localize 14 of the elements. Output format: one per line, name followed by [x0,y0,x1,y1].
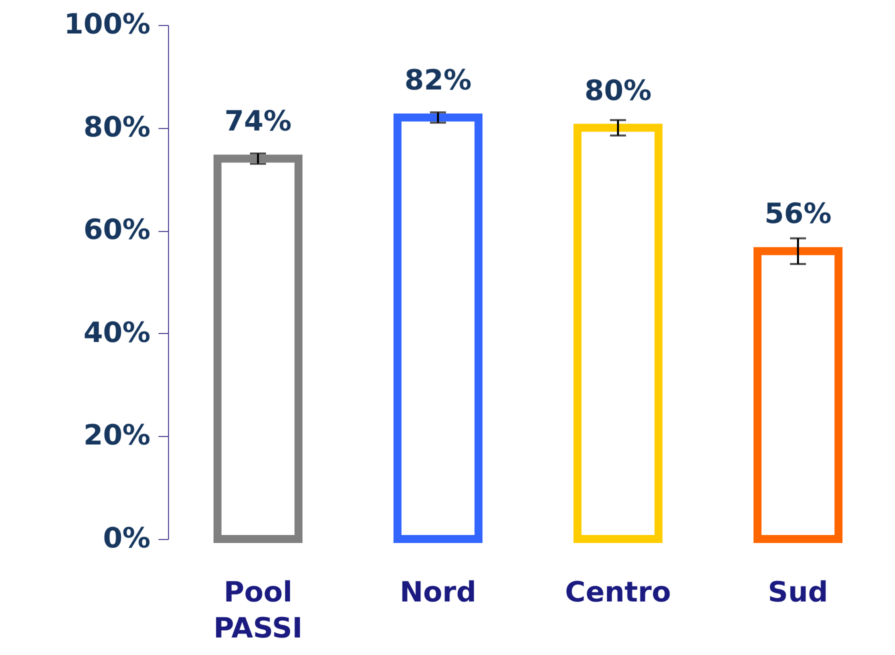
x-tick-label: Sud [768,576,828,608]
y-tick-label: 100% [64,8,150,40]
x-tick-label: Nord [400,576,476,608]
y-tick-label: 40% [83,316,150,349]
y-tick-label: 80% [83,110,150,144]
data-label: 56% [764,197,832,230]
data-label: 74% [224,104,292,138]
data-label: 82% [404,64,472,97]
data-label: 80% [584,74,652,107]
y-tick-label: 0% [102,522,150,554]
x-tick-label: Centro [565,576,671,608]
x-tick-label: Pool PASSI [213,576,303,644]
y-tick-label: 20% [83,418,150,452]
y-tick-label: 60% [83,213,150,246]
